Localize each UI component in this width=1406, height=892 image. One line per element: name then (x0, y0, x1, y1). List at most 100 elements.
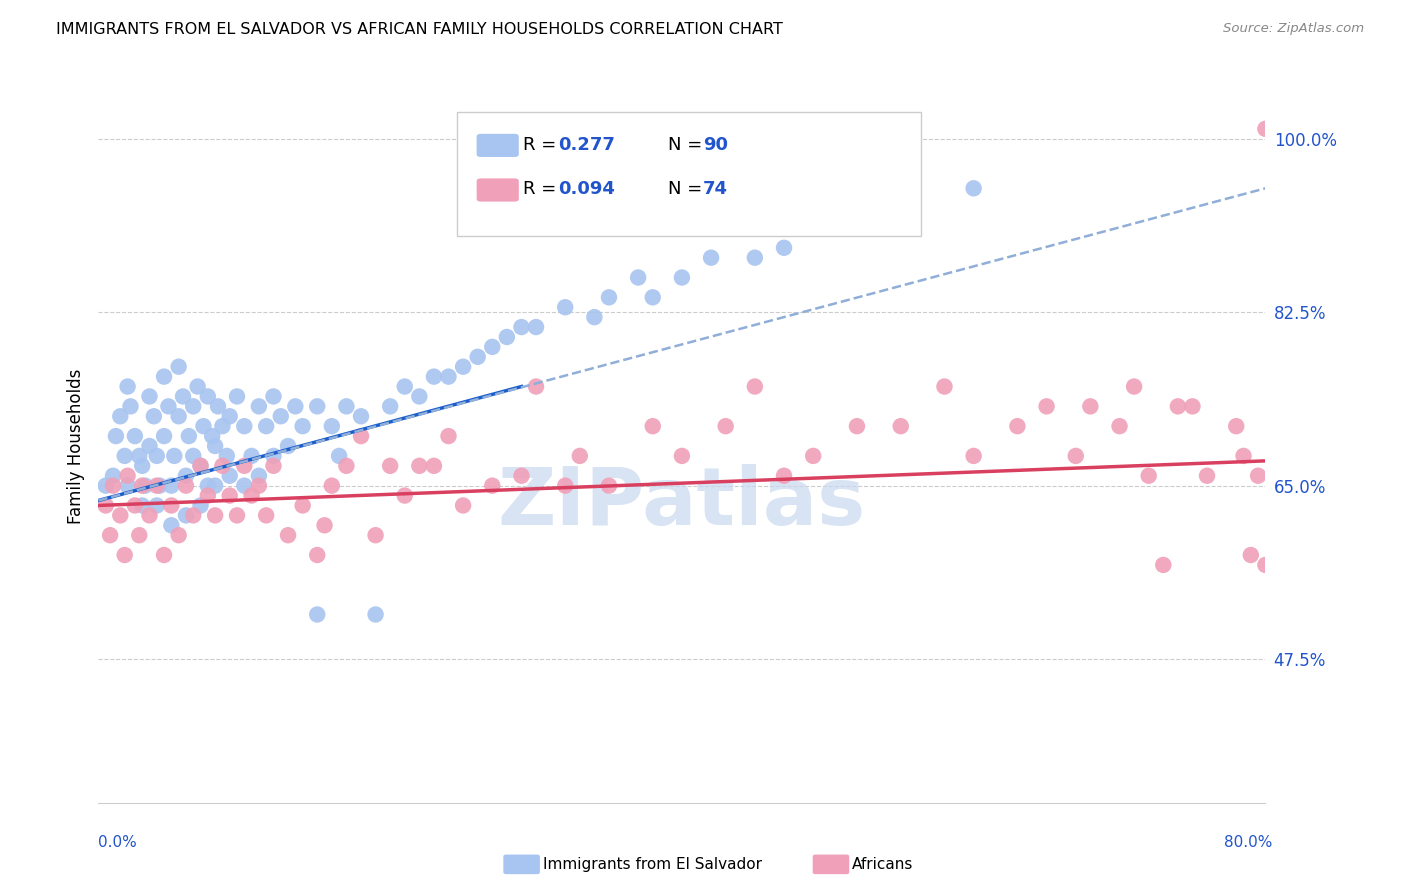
Point (146, 478, 169, 492)
Point (190, 458, 212, 473)
Point (773, 241, 796, 255)
Point (423, 369, 446, 384)
Point (583, 310, 606, 325)
Point (181, 400, 204, 414)
Point (321, 419, 343, 434)
Point (408, 389, 430, 403)
Point (98, 528, 121, 542)
Point (153, 429, 176, 443)
Point (1035, 400, 1057, 414)
Point (110, 409, 132, 424)
Point (451, 499, 474, 513)
Point (226, 508, 249, 523)
Point (174, 468, 197, 483)
Point (1167, 400, 1189, 414)
Point (481, 340, 503, 354)
Point (481, 478, 503, 492)
Point (101, 468, 124, 483)
Point (124, 499, 146, 513)
Point (524, 379, 547, 393)
Point (378, 458, 402, 473)
Point (314, 518, 336, 533)
Point (262, 389, 284, 403)
Point (598, 478, 620, 492)
Point (277, 439, 299, 453)
Point (773, 468, 796, 483)
Point (254, 508, 277, 523)
Point (510, 468, 533, 483)
Point (160, 478, 183, 492)
Point (335, 458, 357, 473)
Text: 0.094: 0.094 (558, 180, 614, 198)
Point (700, 251, 723, 265)
Point (247, 400, 270, 414)
Point (744, 379, 766, 393)
Point (190, 458, 212, 473)
Point (714, 419, 737, 434)
Point (142, 409, 165, 424)
Point (962, 449, 984, 463)
Point (254, 419, 277, 434)
Point (394, 489, 416, 503)
Point (394, 379, 416, 393)
Point (211, 458, 233, 473)
Y-axis label: Family Households: Family Households (66, 368, 84, 524)
Point (1007, 419, 1029, 434)
Point (177, 429, 200, 443)
Point (218, 489, 240, 503)
Point (554, 478, 576, 492)
Point (101, 478, 124, 492)
Text: 74: 74 (703, 180, 728, 198)
Text: 90: 90 (703, 136, 728, 153)
Point (204, 439, 226, 453)
Point (110, 508, 132, 523)
Text: 0.277: 0.277 (558, 136, 614, 153)
Point (1137, 468, 1160, 483)
Point (1225, 419, 1247, 434)
Point (153, 369, 176, 384)
Point (467, 350, 489, 364)
Point (204, 478, 226, 492)
Point (240, 489, 263, 503)
Point (211, 419, 233, 434)
Point (167, 359, 190, 374)
Point (671, 449, 693, 463)
Point (495, 330, 517, 344)
Point (291, 499, 314, 513)
Point (627, 270, 650, 285)
Point (1247, 468, 1270, 483)
Text: N =: N = (668, 180, 707, 198)
Point (1240, 548, 1263, 562)
Point (328, 449, 350, 463)
Point (104, 429, 127, 443)
Point (1123, 379, 1146, 393)
Point (181, 449, 204, 463)
Text: 0.0%: 0.0% (98, 836, 138, 850)
Point (1108, 419, 1130, 434)
Point (117, 379, 139, 393)
Point (114, 449, 136, 463)
Point (307, 607, 329, 622)
Point (197, 478, 219, 492)
Point (172, 389, 194, 403)
Point (262, 458, 284, 473)
Point (181, 508, 204, 523)
Point (157, 400, 180, 414)
Point (190, 499, 212, 513)
Point (307, 400, 329, 414)
Point (174, 508, 197, 523)
Point (364, 528, 387, 542)
Point (321, 478, 343, 492)
Point (163, 449, 186, 463)
Point (641, 419, 664, 434)
Point (291, 419, 314, 434)
Point (451, 359, 474, 374)
Point (845, 419, 868, 434)
Point (174, 478, 197, 492)
Point (146, 449, 169, 463)
Point (270, 409, 292, 424)
Point (128, 449, 150, 463)
Point (131, 499, 153, 513)
Point (1254, 121, 1277, 136)
Point (1181, 400, 1204, 414)
